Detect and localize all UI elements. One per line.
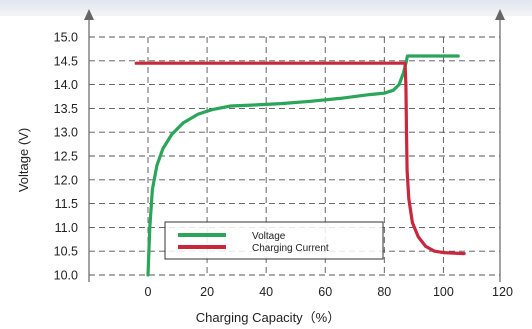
y-tick-labels: 10.0 10.5 11.0 11.5 12.0 12.5 13.0 13.5 14.0 14.5… bbox=[54, 31, 78, 283]
legend: Voltage Charging Current bbox=[164, 221, 384, 260]
x-axis-title: Charging Capacity（%） bbox=[196, 310, 341, 325]
x-tick-labels: 0 20 40 60 80 100 120 bbox=[145, 285, 513, 299]
top-band bbox=[0, 0, 532, 16]
x-tick-label: 0 bbox=[145, 285, 152, 299]
x-tick-label: 100 bbox=[433, 285, 454, 299]
x-tick-label: 40 bbox=[259, 285, 273, 299]
x-tick-label: 80 bbox=[377, 285, 391, 299]
legend-label-voltage: Voltage bbox=[252, 231, 286, 242]
right-axis-arrow-icon bbox=[495, 9, 505, 20]
y-tick-label: 12.5 bbox=[54, 150, 78, 164]
y-tick-label: 14.5 bbox=[54, 54, 78, 68]
y-tick-label: 14.0 bbox=[54, 78, 78, 92]
legend-label-charging-current: Charging Current bbox=[252, 243, 329, 254]
x-tick-label: 20 bbox=[200, 285, 214, 299]
y-tick-label: 13.0 bbox=[54, 126, 78, 140]
y-axis-title: Voltage (V) bbox=[16, 128, 31, 192]
y-tick-label: 12.0 bbox=[54, 173, 78, 187]
y-tick-label: 11.5 bbox=[55, 197, 78, 211]
y-tick-label: 10.0 bbox=[54, 269, 78, 283]
y-tick-label: 15.0 bbox=[54, 31, 78, 45]
series-layer bbox=[134, 54, 466, 277]
legend-box bbox=[164, 221, 384, 260]
y-tick-label: 13.5 bbox=[54, 102, 78, 116]
y-tick-label: 11.0 bbox=[55, 221, 78, 235]
series-line-voltage bbox=[146, 54, 460, 277]
series-line-charging-current bbox=[134, 61, 466, 256]
x-tick-label: 120 bbox=[492, 285, 513, 299]
x-tick-label: 60 bbox=[318, 285, 332, 299]
y-tick-label: 10.5 bbox=[54, 245, 78, 259]
y-axis-arrow-icon bbox=[84, 9, 94, 20]
